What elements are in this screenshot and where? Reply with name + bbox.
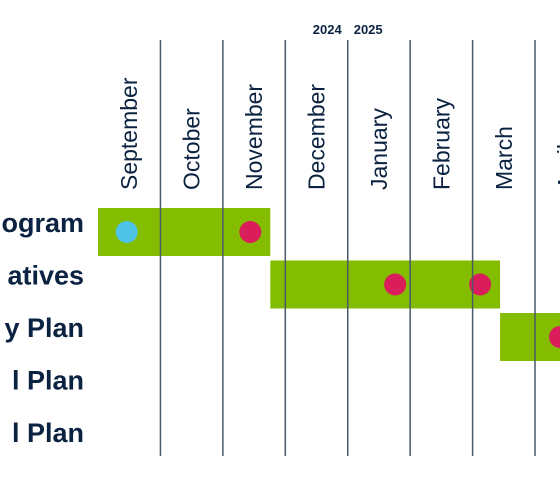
- milestone: [384, 273, 407, 296]
- month-label: December: [304, 84, 330, 190]
- month-label: April: [553, 144, 560, 190]
- row-label: l Plan: [12, 418, 84, 448]
- month-label: November: [241, 84, 267, 190]
- row-label: atives: [7, 261, 84, 291]
- month-label: February: [428, 97, 454, 190]
- row-label: y Plan: [4, 313, 84, 343]
- milestone: [469, 273, 492, 296]
- year-label: 2024: [313, 22, 343, 37]
- row-label: l Plan: [12, 366, 84, 396]
- milestone: [549, 326, 560, 348]
- month-label: March: [491, 126, 517, 190]
- month-label: September: [116, 77, 142, 190]
- milestone: [239, 221, 262, 243]
- year-label: 2025: [354, 22, 383, 37]
- month-label: January: [366, 108, 392, 190]
- milestone: [115, 221, 138, 243]
- month-label: October: [179, 108, 205, 190]
- row-label: ogram: [1, 208, 84, 238]
